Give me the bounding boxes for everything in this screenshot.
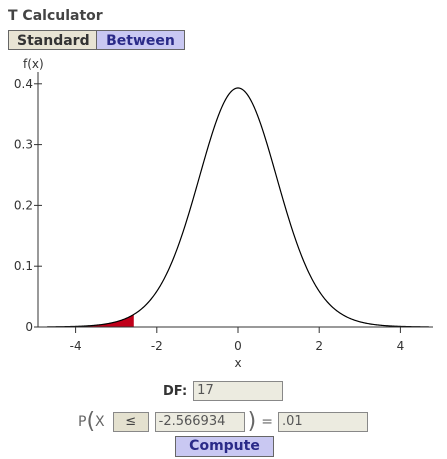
df-label: DF: <box>163 383 188 399</box>
y-tick-label: 0.4 <box>14 77 33 91</box>
df-row: DF: 17 <box>163 381 284 401</box>
x-axis-label: x <box>234 356 241 370</box>
df-input[interactable]: 17 <box>193 381 284 401</box>
close-paren: ) <box>247 409 257 434</box>
x-tick-label: 4 <box>397 339 405 353</box>
mode-tabs: Standard Between <box>8 30 185 50</box>
y-tick-label: 0.2 <box>14 198 33 212</box>
app-title: T Calculator <box>8 8 103 24</box>
probability-row: P ( X ≤ -2.566934 ) = .01 <box>78 409 368 434</box>
t-distribution-chart: -4 -2 0 2 4 0 0.1 0.2 0.3 0.4 f(x) x <box>14 57 433 370</box>
equals-sign: = <box>261 414 273 430</box>
x-tick-label: -4 <box>70 339 82 353</box>
tab-standard[interactable]: Standard <box>8 30 97 50</box>
y-tick-label: 0 <box>25 320 33 334</box>
x-tick-label: -2 <box>151 339 163 353</box>
x-tick-label: 2 <box>315 339 323 353</box>
y-axis-label: f(x) <box>23 57 44 71</box>
open-paren: ( <box>86 409 96 434</box>
compute-button[interactable]: Compute <box>175 436 274 457</box>
probability-input[interactable]: .01 <box>277 412 368 432</box>
x-value-input[interactable]: -2.566934 <box>154 412 245 432</box>
x-tick-label: 0 <box>234 339 242 353</box>
operator-select[interactable]: ≤ <box>112 412 149 432</box>
y-tick-label: 0.3 <box>14 138 33 152</box>
density-curve <box>47 87 429 328</box>
p-label: P <box>78 414 87 430</box>
tab-between[interactable]: Between <box>97 30 185 50</box>
y-tick-label: 0.1 <box>14 259 33 273</box>
shaded-tail-area <box>47 314 134 327</box>
x-label: X <box>95 414 105 430</box>
